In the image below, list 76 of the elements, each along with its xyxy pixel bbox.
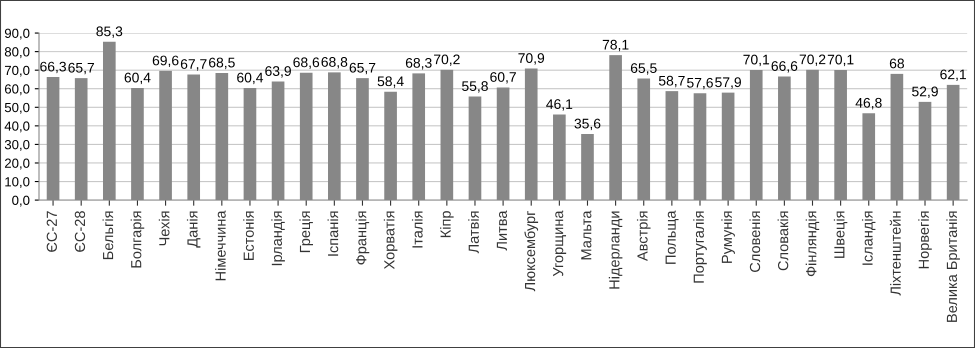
y-tick-label: 20,0 <box>4 158 30 170</box>
x-tick-label: Данія <box>186 212 200 248</box>
data-label: 85,3 <box>96 26 122 38</box>
x-tick-label: Румунія <box>721 212 735 263</box>
y-tick-label: 10,0 <box>5 177 30 188</box>
x-tick-label: Бельгія <box>102 212 114 260</box>
y-tick-label: 60,0 <box>4 84 30 96</box>
data-label: 58,4 <box>378 76 404 88</box>
data-label: 46,1 <box>546 99 572 111</box>
x-tick-label: Естонія <box>243 212 254 260</box>
data-label: 66,3 <box>40 62 66 74</box>
y-tick-label: 90,0 <box>4 28 30 40</box>
data-label: 52,9 <box>912 86 938 98</box>
data-label: 70,9 <box>518 53 544 65</box>
x-tick-label: ЄС-27 <box>46 211 57 252</box>
data-label: 55,8 <box>462 81 488 93</box>
x-tick-label: Фінляндія <box>806 212 820 276</box>
x-tick-label: Угорщина <box>553 210 566 276</box>
y-tick-label: 70,0 <box>4 66 30 77</box>
y-tick-label: 0,0 <box>12 196 30 207</box>
data-label: 68,3 <box>406 58 432 70</box>
x-tick-label: Кіпр <box>440 211 454 238</box>
data-label: 68,5 <box>209 58 235 70</box>
data-label: 68,8 <box>322 57 348 69</box>
data-label: 35,6 <box>574 118 600 130</box>
data-label: 70,1 <box>743 54 770 66</box>
x-tick-label: Болгарія <box>130 212 144 268</box>
data-label: 68,6 <box>293 57 320 69</box>
data-label: 46,8 <box>856 98 882 110</box>
x-tick-label: ЄС-28 <box>74 211 86 252</box>
data-label: 62,1 <box>940 69 966 81</box>
y-tick-label: 30,0 <box>4 140 30 151</box>
x-tick-label: Нідерланди <box>608 212 622 289</box>
data-label: 65,7 <box>350 62 376 74</box>
x-tick-label: Словакія <box>778 212 788 270</box>
x-tick-label: Швеція <box>834 212 848 258</box>
x-tick-label: Латвія <box>468 212 479 254</box>
data-label: 70,2 <box>434 54 460 66</box>
data-label: 57,9 <box>715 77 741 89</box>
x-tick-label: Ісландія <box>862 212 876 265</box>
data-label: 69,6 <box>152 56 178 68</box>
x-tick-label: Чехія <box>158 212 170 246</box>
data-label: 70,1 <box>828 54 854 66</box>
data-label: 68 <box>890 58 904 68</box>
x-tick-label: Німеччина <box>215 210 226 280</box>
data-label: 78,1 <box>602 40 628 52</box>
x-tick-label: Італія <box>412 212 423 248</box>
data-label: 66,6 <box>772 61 798 73</box>
x-tick-label: Австрія <box>636 212 651 262</box>
data-label: 57,6 <box>687 78 713 90</box>
data-label: 60,7 <box>490 72 516 84</box>
x-tick-label: Польща <box>666 210 679 264</box>
x-tick-label: Норвегія <box>918 212 932 268</box>
x-tick-label: Франція <box>356 212 370 265</box>
x-tick-label: Іспанія <box>328 212 338 256</box>
data-label: 60,4 <box>237 72 264 84</box>
data-label: 60,4 <box>124 72 151 84</box>
x-tick-label: Мальта <box>581 210 592 260</box>
data-label: 63,9 <box>265 66 291 78</box>
data-label: 65,7 <box>68 62 94 74</box>
data-label: 67,7 <box>180 59 207 71</box>
x-tick-label: Литва <box>496 210 508 250</box>
x-tick-label: Словенія <box>749 212 760 272</box>
x-tick-label: Хорватія <box>384 212 398 270</box>
data-label: 70,2 <box>800 54 826 66</box>
x-tick-label: Ірландія <box>271 212 285 266</box>
x-tick-label: Велика Британія <box>946 212 960 322</box>
x-tick-label: Португалія <box>693 212 707 283</box>
x-tick-label: Ліхтенштейн <box>890 212 901 296</box>
x-tick-label: Люксембург <box>524 210 538 292</box>
y-tick-label: 80,0 <box>4 47 30 58</box>
x-tick-label: Греція <box>299 212 314 252</box>
data-label: 65,5 <box>630 63 657 75</box>
y-tick-label: 50,0 <box>4 102 30 114</box>
data-label: 58,7 <box>658 76 685 88</box>
y-tick-label: 40,0 <box>4 121 30 132</box>
